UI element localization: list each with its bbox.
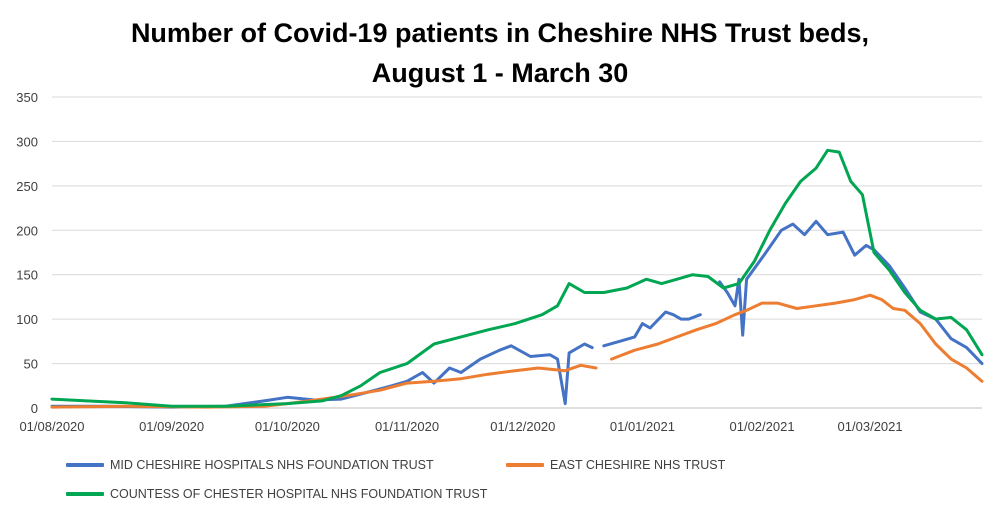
legend-swatch-east-cheshire [506,463,544,467]
y-tick-label: 300 [16,134,38,149]
legend-item-east-cheshire: EAST CHESHIRE NHS TRUST [506,458,725,472]
y-tick-label: 0 [31,401,38,416]
x-tick-label: 01/12/2020 [490,419,555,434]
gridlines [52,96,982,409]
series-lines [50,148,984,409]
legend-item-mid-cheshire: MID CHESHIRE HOSPITALS NHS FOUNDATION TR… [66,458,434,472]
y-tick-label: 100 [16,312,38,327]
legend-item-countess-of-chester: COUNTESS OF CHESTER HOSPITAL NHS FOUNDAT… [66,487,487,501]
legend-swatch-mid-cheshire [66,463,104,467]
series-line-0-segment-0 [50,342,594,409]
series-0 [50,219,984,409]
x-tick-label: 01/10/2020 [255,419,320,434]
y-axis-ticks: 0 50 100 150 200 250 300 350 [16,90,38,416]
x-tick-label: 01/02/2021 [730,419,795,434]
y-tick-label: 200 [16,223,38,238]
series-line-1-segment-1 [610,293,984,383]
series-line-0-segment-2 [718,219,984,366]
legend-label-countess-of-chester: COUNTESS OF CHESTER HOSPITAL NHS FOUNDAT… [110,487,488,501]
x-tick-label: 01/11/2020 [375,419,439,434]
series-line-2-segment-0 [50,148,984,408]
x-axis-ticks: 01/08/2020 01/09/2020 01/10/2020 01/11/2020… [19,419,902,434]
legend-swatch-countess-of-chester [66,492,104,496]
series-2 [50,148,984,408]
x-tick-label: 01/03/2021 [838,419,903,434]
x-tick-label: 01/09/2020 [139,419,204,434]
legend-label-mid-cheshire: MID CHESHIRE HOSPITALS NHS FOUNDATION TR… [110,458,434,472]
legend-label-east-cheshire: EAST CHESHIRE NHS TRUST [550,458,726,472]
y-tick-label: 50 [24,357,38,372]
y-tick-label: 250 [16,179,38,194]
series-1 [50,293,984,409]
y-tick-label: 350 [16,90,38,105]
x-tick-label: 01/08/2020 [19,419,84,434]
chart-title-line-1: Number of Covid-19 patients in Cheshire … [130,18,870,48]
y-tick-label: 150 [16,268,38,283]
x-tick-label: 01/01/2021 [610,419,675,434]
series-line-0-segment-1 [602,310,702,348]
chart-title-line-2: August 1 - March 30 [371,58,629,88]
